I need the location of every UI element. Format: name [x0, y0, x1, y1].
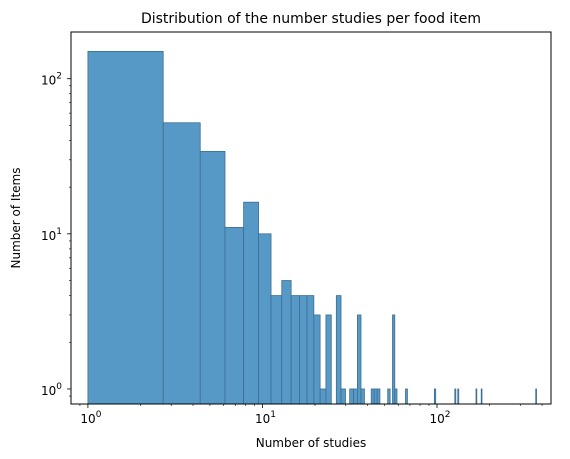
histogram-bar-27	[405, 389, 407, 404]
histogram-bar-18	[354, 389, 358, 404]
histogram-bar-31	[476, 389, 477, 404]
histogram-bar-24	[388, 389, 390, 404]
histogram-bar-5	[244, 202, 259, 404]
histogram-bar-9	[291, 296, 299, 404]
histogram-bar-14	[326, 315, 331, 404]
histogram-bar-2	[163, 123, 200, 404]
histogram-bar-17	[350, 389, 354, 404]
histogram-bar-13	[320, 389, 326, 404]
x-axis-label: Number of studies	[256, 436, 367, 450]
histogram-bar-6	[259, 234, 271, 404]
histogram-bar-12	[314, 315, 320, 404]
histogram-bar-28	[434, 389, 435, 404]
histogram-bar-23	[377, 389, 380, 404]
histogram-bar-11	[307, 296, 314, 404]
histogram-bar-4	[225, 227, 244, 404]
histogram-bar-30	[458, 389, 459, 404]
histogram-bar-10	[299, 296, 307, 404]
histogram-bar-3	[200, 151, 225, 404]
histogram-bar-32	[481, 389, 482, 404]
histogram-bar-33	[536, 389, 537, 404]
histogram-bar-22	[374, 389, 377, 404]
histogram-bar-8	[282, 281, 291, 404]
histogram-bar-7	[271, 296, 282, 404]
histogram-bar-29	[455, 389, 456, 404]
y-axis-label: Number of Items	[9, 168, 23, 269]
histogram-bar-20	[361, 389, 364, 404]
histogram-bar-19	[357, 315, 361, 404]
histogram-bar-1	[88, 51, 163, 404]
histogram-bar-16	[341, 389, 345, 404]
histogram-bar-15	[336, 296, 341, 404]
chart-title: Distribution of the number studies per f…	[141, 11, 481, 27]
histogram-bar-21	[371, 389, 374, 404]
histogram-bar-26	[395, 389, 397, 404]
